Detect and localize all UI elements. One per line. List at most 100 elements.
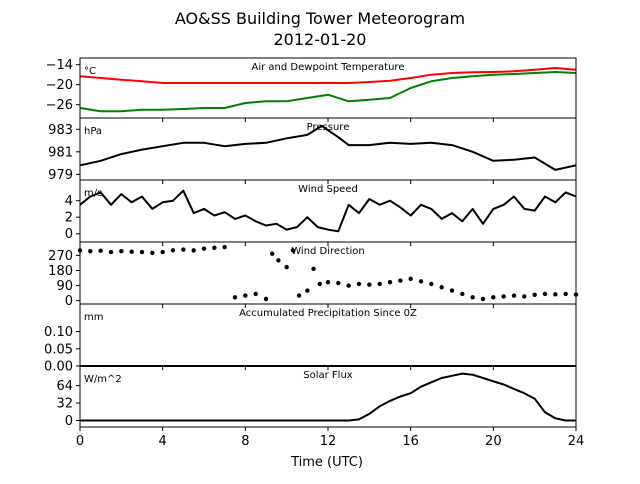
x-tick-label: 20 — [485, 434, 502, 449]
data-point — [408, 276, 413, 282]
panel-unit: hPa — [84, 126, 102, 137]
data-point — [542, 291, 548, 297]
y-tick-label: 0 — [65, 414, 73, 429]
data-point — [336, 280, 341, 286]
y-tick-label: −14 — [46, 58, 73, 73]
panel-6: 64 32 0 Solar Flux W/m^2 — [56, 365, 577, 431]
panel-title: Accumulated Precipitation Since 0Z — [239, 308, 417, 319]
panel-1-data — [79, 67, 577, 113]
data-point — [501, 294, 506, 299]
data-point — [470, 295, 475, 300]
data-point — [387, 280, 393, 285]
x-tick-label: 16 — [402, 434, 419, 449]
data-point — [511, 293, 517, 298]
data-point — [429, 281, 434, 287]
series-line-1 — [79, 124, 577, 171]
figure-title-line2: 2012-01-20 — [274, 30, 367, 49]
y-tick-label: 180 — [48, 264, 73, 279]
y-tick-label: 0.05 — [44, 342, 73, 357]
panel-unit: mm — [84, 312, 103, 323]
data-point — [296, 293, 302, 298]
data-point — [553, 292, 558, 297]
data-point — [377, 281, 382, 287]
data-point — [563, 291, 568, 297]
chart-panels: −14 −20 −26 Air and Dewpoint Temperature °C 9… — [44, 57, 579, 431]
panel-title: Air and Dewpoint Temperature — [252, 62, 405, 73]
data-point — [418, 279, 424, 284]
panel-2: 983 981 979 Pressure hPa — [48, 117, 577, 184]
data-point — [398, 278, 403, 283]
data-point — [88, 249, 93, 254]
data-point — [270, 251, 275, 256]
figure-title-line1: AO&SS Building Tower Meteorogram — [175, 9, 465, 28]
panel-title: Pressure — [307, 122, 350, 133]
data-point — [532, 292, 537, 297]
data-point — [346, 283, 351, 288]
panel-title: Wind Speed — [298, 184, 358, 195]
series-line-1 — [80, 372, 576, 422]
data-point — [181, 247, 186, 252]
series-line-1 — [79, 189, 577, 233]
y-tick-label: 2 — [65, 211, 73, 226]
y-tick-label: 90 — [56, 279, 73, 294]
panel-3: 4 20 Wind Speed m/s — [65, 179, 577, 246]
data-point — [191, 248, 196, 253]
panel-unit: °C — [84, 66, 96, 77]
panel-unit: m/s — [84, 188, 102, 199]
data-point — [98, 248, 103, 253]
y-tick-label: 0.10 — [44, 325, 73, 340]
y-tick-label: 0 — [65, 294, 73, 309]
x-tick-label: 4 — [159, 434, 167, 449]
x-tick-label: 8 — [241, 434, 249, 449]
series-line-2 — [79, 71, 577, 113]
x-tick-label: 24 — [568, 434, 585, 449]
data-point — [150, 250, 155, 256]
x-tick-label: 0 — [76, 434, 84, 449]
data-point — [491, 295, 496, 300]
data-point — [311, 266, 316, 272]
data-point — [290, 248, 296, 253]
y-tick-label: 979 — [48, 168, 73, 183]
y-tick-label: 270 — [48, 249, 73, 264]
data-point — [170, 248, 176, 253]
data-point — [284, 264, 289, 270]
data-point — [460, 291, 465, 297]
data-point — [222, 244, 227, 250]
data-point — [108, 249, 114, 255]
panel-unit: W/m^2 — [84, 374, 122, 385]
panel-3-data — [79, 189, 577, 233]
panel-2-data — [79, 124, 577, 171]
data-point — [253, 291, 258, 297]
x-axis: 0 4 8 12 16 20 24 — [76, 434, 584, 449]
data-point — [480, 296, 486, 302]
y-tick-label: 983 — [48, 123, 73, 138]
data-point — [439, 285, 444, 290]
data-point — [232, 295, 238, 300]
panel-title: Wind Direction — [291, 246, 365, 257]
panel-1: −14 −20 −26 Air and Dewpoint Temperature °C — [46, 57, 577, 122]
data-point — [522, 294, 527, 299]
data-point — [212, 245, 217, 251]
data-point — [305, 288, 310, 293]
panel-4-data — [77, 244, 579, 302]
data-point — [160, 249, 165, 255]
x-axis-label: Time (UTC) — [290, 455, 363, 470]
y-tick-label: 0.00 — [44, 360, 73, 375]
data-point — [263, 296, 269, 302]
panel-5: 0.10 0.05 0.00 Accumulated Precipitation Si… — [44, 303, 577, 375]
y-tick-label: 64 — [56, 379, 73, 394]
x-tick-label: 12 — [320, 434, 337, 449]
data-point — [129, 249, 134, 254]
panel-title: Solar Flux — [303, 370, 353, 381]
data-point — [139, 249, 145, 255]
y-tick-label: 32 — [56, 397, 73, 412]
data-point — [356, 281, 362, 287]
y-tick-label: 0 — [65, 227, 73, 242]
data-point — [367, 282, 372, 287]
y-tick-label: −26 — [46, 98, 73, 113]
y-tick-label: 981 — [48, 145, 73, 160]
data-point — [119, 249, 124, 254]
